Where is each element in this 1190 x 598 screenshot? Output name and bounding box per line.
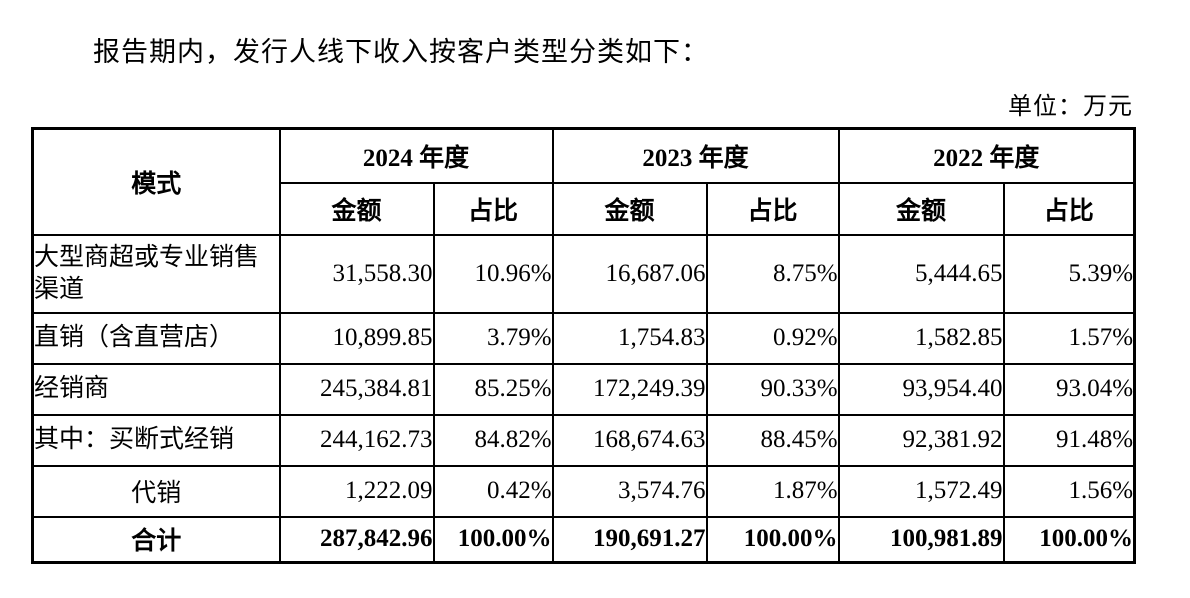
- ratio-cell: 3.79%: [432, 311, 554, 365]
- amount-subheader-2023: 金额: [551, 181, 708, 236]
- ratio-cell: 0.42%: [432, 464, 554, 518]
- ratio-cell: 1.87%: [705, 464, 840, 518]
- amount-cell: 244,162.73: [278, 413, 435, 467]
- ratio-cell: 84.82%: [432, 413, 554, 467]
- amount-cell: 287,842.96: [278, 515, 435, 564]
- ratio-subheader-2024: 占比: [432, 181, 554, 236]
- ratio-cell: 1.57%: [1002, 311, 1136, 365]
- amount-cell: 3,574.76: [551, 464, 708, 518]
- mode-column-header: 模式: [31, 127, 281, 236]
- year-2023-header: 2023 年度: [551, 127, 840, 184]
- ratio-cell: 100.00%: [1002, 515, 1136, 564]
- table-row: 其中：买断式经销 244,162.73 84.82% 168,674.63 88…: [31, 413, 1136, 467]
- ratio-subheader-2022: 占比: [1002, 181, 1136, 236]
- amount-cell: 92,381.92: [837, 413, 1005, 467]
- table-row: 经销商 245,384.81 85.25% 172,249.39 90.33% …: [31, 362, 1136, 416]
- amount-subheader-2022: 金额: [837, 181, 1005, 236]
- amount-cell: 190,691.27: [551, 515, 708, 564]
- amount-cell: 168,674.63: [551, 413, 708, 467]
- amount-cell: 245,384.81: [278, 362, 435, 416]
- mode-cell: 直销（含直营店）: [31, 311, 281, 365]
- amount-cell: 1,754.83: [551, 311, 708, 365]
- amount-cell: 172,249.39: [551, 362, 708, 416]
- mode-cell: 代销: [31, 464, 281, 518]
- amount-subheader-2024: 金额: [278, 181, 435, 236]
- amount-cell: 31,558.30: [278, 233, 435, 314]
- year-2022-header: 2022 年度: [837, 127, 1136, 184]
- table-row: 直销（含直营店） 10,899.85 3.79% 1,754.83 0.92% …: [31, 311, 1136, 365]
- intro-paragraph: 报告期内，发行人线下收入按客户类型分类如下：: [93, 37, 709, 67]
- mode-cell: 其中：买断式经销: [31, 413, 281, 467]
- ratio-cell: 0.92%: [705, 311, 840, 365]
- mode-cell: 大型商超或专业销售渠道: [31, 233, 281, 314]
- amount-cell: 1,572.49: [837, 464, 1005, 518]
- ratio-cell: 88.45%: [705, 413, 840, 467]
- ratio-cell: 91.48%: [1002, 413, 1136, 467]
- amount-cell: 10,899.85: [278, 311, 435, 365]
- amount-cell: 1,582.85: [837, 311, 1005, 365]
- amount-cell: 5,444.65: [837, 233, 1005, 314]
- table-row: 大型商超或专业销售渠道 31,558.30 10.96% 16,687.06 8…: [31, 233, 1136, 314]
- amount-cell: 93,954.40: [837, 362, 1005, 416]
- ratio-cell: 8.75%: [705, 233, 840, 314]
- amount-cell: 16,687.06: [551, 233, 708, 314]
- amount-cell: 1,222.09: [278, 464, 435, 518]
- ratio-cell: 10.96%: [432, 233, 554, 314]
- ratio-cell: 85.25%: [432, 362, 554, 416]
- amount-cell: 100,981.89: [837, 515, 1005, 564]
- table-row: 代销 1,222.09 0.42% 3,574.76 1.87% 1,572.4…: [31, 464, 1136, 518]
- mode-cell: 合计: [31, 515, 281, 564]
- revenue-by-customer-type-table: 模式 2024 年度 2023 年度 2022 年度 金额 占比 金额 占比 金…: [31, 127, 1137, 564]
- table-total-row: 合计 287,842.96 100.00% 190,691.27 100.00%…: [31, 515, 1136, 564]
- year-2024-header: 2024 年度: [278, 127, 554, 184]
- mode-cell: 经销商: [31, 362, 281, 416]
- table-header-row-years: 模式 2024 年度 2023 年度 2022 年度: [31, 127, 1136, 236]
- ratio-cell: 100.00%: [705, 515, 840, 564]
- ratio-cell: 90.33%: [705, 362, 840, 416]
- unit-label: 单位：万元: [1008, 94, 1133, 120]
- ratio-cell: 1.56%: [1002, 464, 1136, 518]
- table-header-row-metrics: 金额 占比 金额 占比 金额 占比: [33, 181, 1136, 236]
- ratio-subheader-2023: 占比: [705, 181, 840, 236]
- ratio-cell: 93.04%: [1002, 362, 1136, 416]
- ratio-cell: 100.00%: [432, 515, 554, 564]
- ratio-cell: 5.39%: [1002, 233, 1136, 314]
